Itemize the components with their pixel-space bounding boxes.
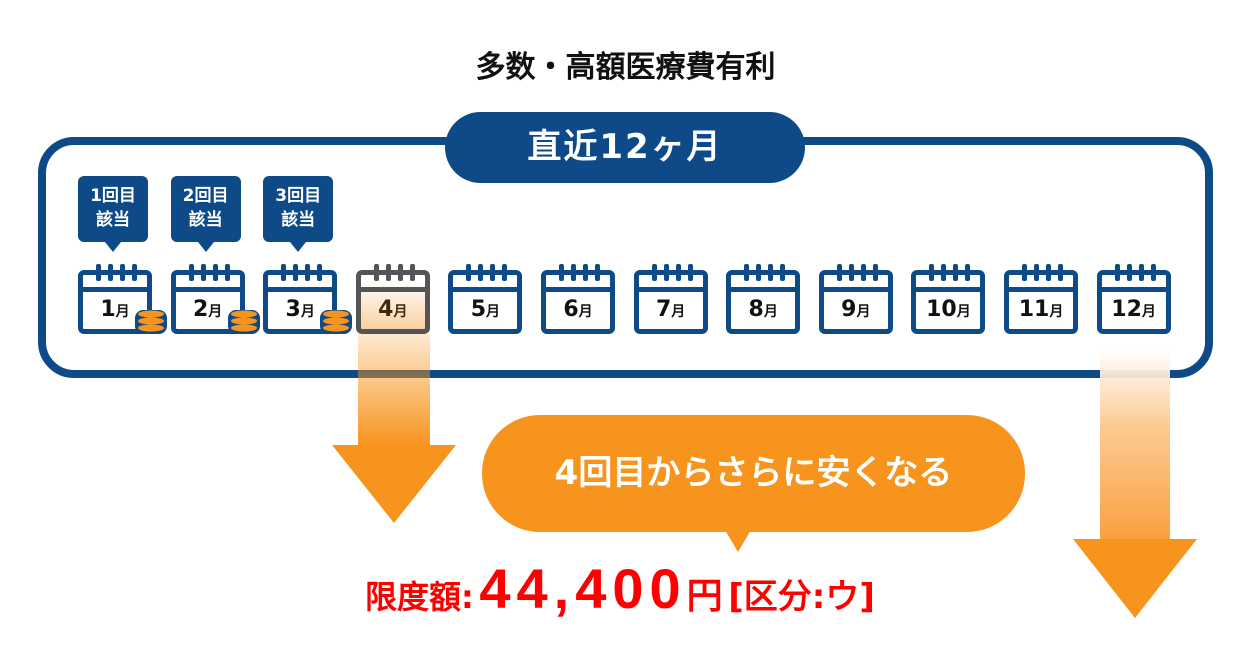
month-label: 11月 — [1018, 297, 1064, 322]
month-label: 8月 — [748, 297, 778, 322]
calendar-icon-month-8: 8月 — [726, 264, 801, 334]
speech-bubble: 4回目からさらに安くなる — [482, 415, 1025, 532]
tag-line1: 1回目 — [90, 186, 136, 206]
month-label: 3月 — [285, 297, 315, 322]
coin-stack-icon — [227, 310, 260, 334]
arrow-12th-month-head — [1073, 539, 1197, 618]
tag-line2: 該当 — [188, 210, 223, 230]
applicable-tag: 3回目該当 — [263, 176, 334, 252]
tag-line2: 該当 — [96, 210, 130, 230]
month-label: 9月 — [841, 297, 871, 322]
month-label: 2月 — [192, 297, 223, 322]
coin-stack-icon — [320, 310, 353, 334]
calendar-icon-month-10: 10月 — [911, 264, 986, 334]
calendar-icon-month-9: 9月 — [818, 264, 893, 334]
arrow-12th-month-shaft — [1100, 350, 1170, 540]
calendar-icon-month-4: 4月 — [355, 264, 430, 334]
limit-value: 44,400 — [479, 557, 687, 620]
calendar-icon-month-5: 5月 — [448, 264, 523, 334]
period-label: 直近12ヶ月 — [445, 112, 805, 183]
calendar-icon-month-12: 12月 — [1096, 264, 1171, 334]
limit-category: [区分:ウ] — [728, 577, 875, 617]
applicable-tag: 2回目該当 — [170, 176, 241, 252]
limit-amount: 限度額: 44,400円 [区分:ウ] — [365, 556, 875, 621]
month-label: 1月 — [100, 297, 130, 322]
arrow-4th-month-head — [332, 445, 456, 523]
applicable-tag: 1回目該当 — [78, 176, 148, 252]
coin-stack-icon — [135, 310, 167, 334]
tag-line1: 3回目 — [275, 186, 322, 206]
calendar-icon-month-11: 11月 — [1004, 264, 1078, 334]
arrow-4th-month-shaft — [358, 334, 430, 446]
speech-bubble-tail — [725, 530, 751, 552]
calendar-icon-month-6: 6月 — [541, 264, 615, 334]
tag-line1: 2回目 — [182, 186, 229, 206]
month-label: 12月 — [1111, 297, 1156, 322]
month-label: 7月 — [655, 297, 686, 322]
diagram-title: 多数・高額医療費有利 — [475, 50, 776, 85]
calendar-icon-month-7: 7月 — [633, 264, 708, 334]
month-label: 5月 — [470, 297, 501, 322]
calendar-icon-month-2: 2月 — [170, 264, 245, 334]
tag-line2: 該当 — [281, 210, 316, 230]
month-label: 4月 — [378, 297, 408, 322]
month-label: 6月 — [563, 297, 593, 322]
limit-label: 限度額: — [365, 578, 474, 616]
yen-unit: 円 — [686, 576, 723, 617]
month-label: 10月 — [926, 297, 971, 322]
